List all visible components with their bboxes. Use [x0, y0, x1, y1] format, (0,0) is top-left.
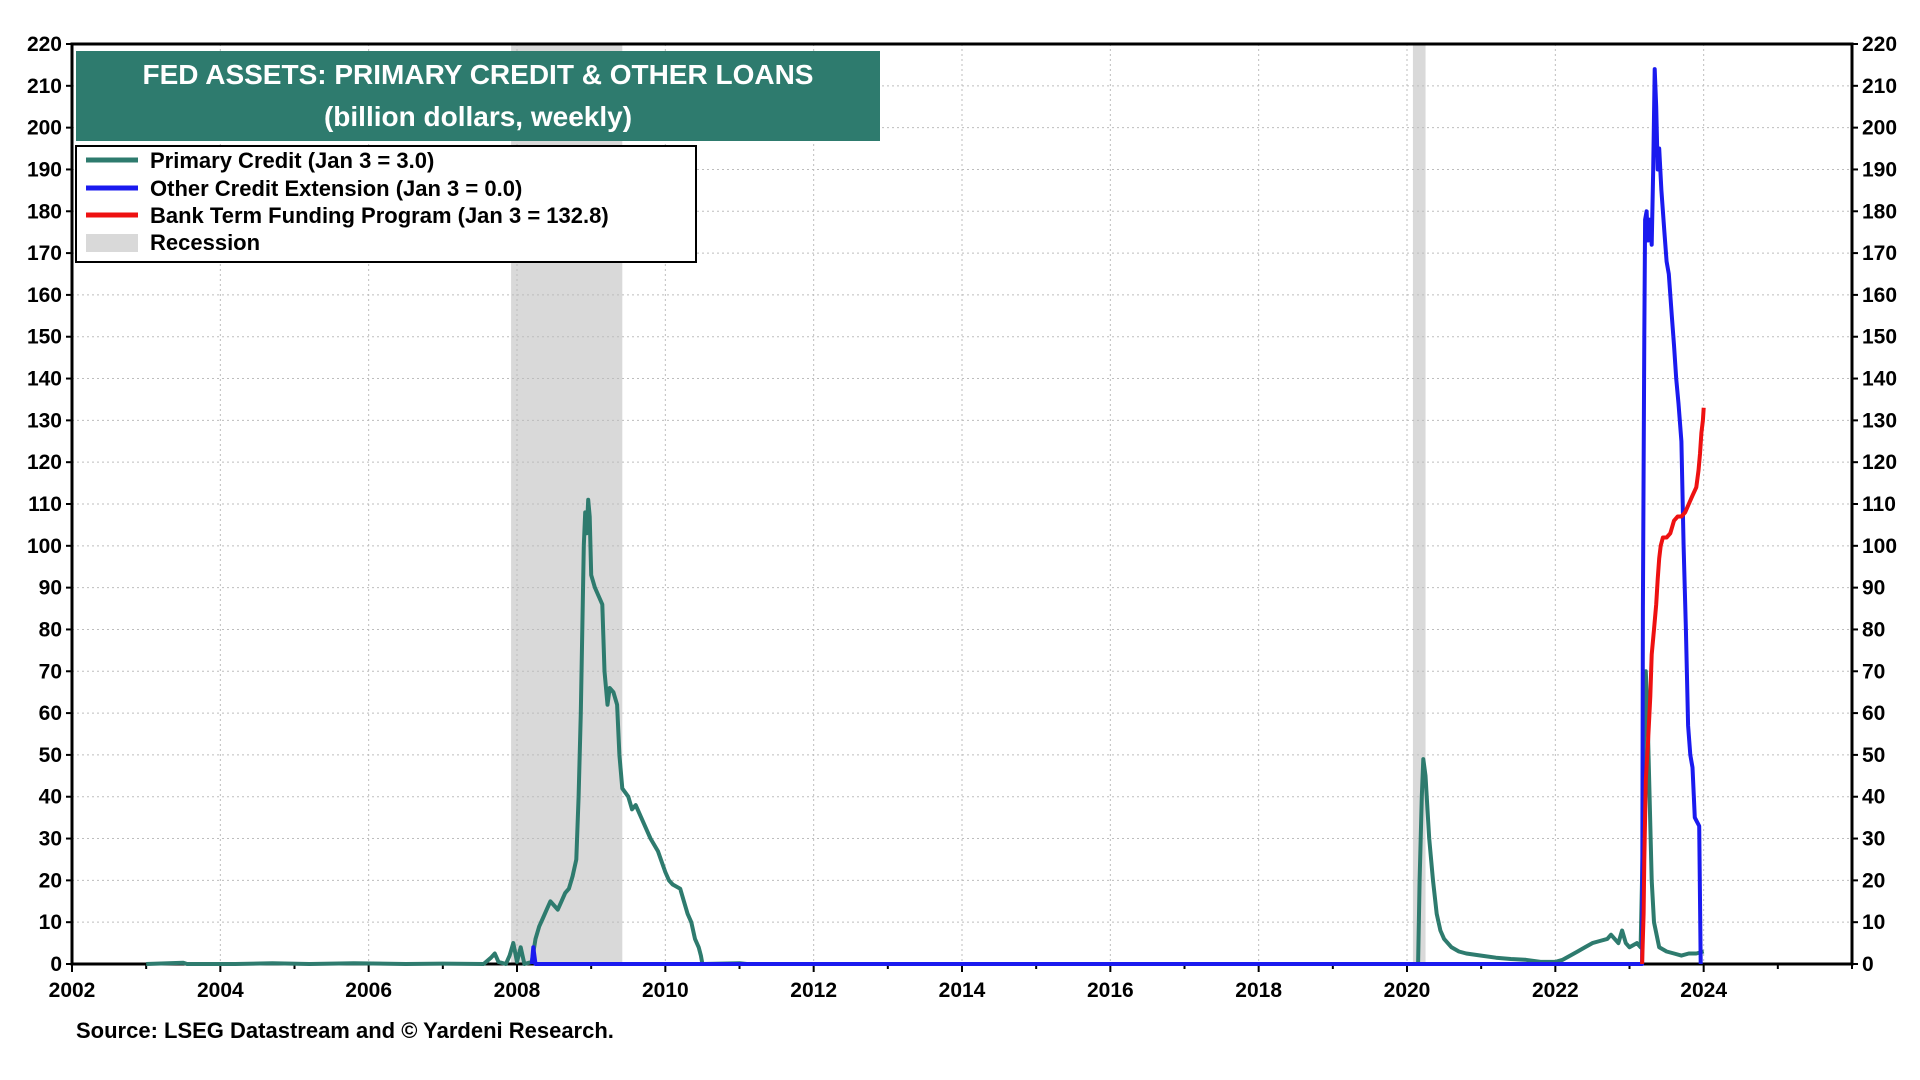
x-tick-label: 2020 — [1384, 979, 1431, 1002]
series-line-other — [529, 67, 1703, 966]
y-tick-label-right: 120 — [1862, 451, 1897, 474]
y-tick-label-left: 220 — [27, 33, 62, 56]
chart-title: FED ASSETS: PRIMARY CREDIT & OTHER LOANS — [142, 59, 813, 90]
y-tick-label-right: 130 — [1862, 409, 1897, 432]
legend: Primary Credit (Jan 3 = 3.0) Other Credi… — [75, 145, 697, 263]
y-tick-label-left: 30 — [39, 828, 62, 851]
y-tick-label-right: 150 — [1862, 326, 1897, 349]
x-tick-label: 2018 — [1235, 979, 1282, 1002]
legend-label-primary: Primary Credit (Jan 3 = 3.0) — [150, 148, 434, 173]
legend-box — [75, 145, 697, 263]
source-note: Source: LSEG Datastream and © Yardeni Re… — [76, 1018, 614, 1043]
y-tick-label-left: 210 — [27, 75, 62, 98]
y-tick-label-left: 200 — [27, 117, 62, 140]
x-tick-label: 2008 — [494, 979, 541, 1002]
y-tick-label-left: 10 — [39, 911, 62, 934]
y-tick-label-right: 70 — [1862, 660, 1885, 683]
y-tick-label-right: 180 — [1862, 200, 1897, 223]
x-tick-label: 2014 — [939, 979, 986, 1002]
y-tick-label-right: 90 — [1862, 577, 1885, 600]
y-tick-label-left: 40 — [39, 786, 62, 809]
y-tick-label-left: 190 — [27, 158, 62, 181]
y-tick-label-right: 140 — [1862, 368, 1897, 391]
y-tick-label-left: 20 — [39, 869, 62, 892]
x-axis-labels: 2002 2004 2006 2008 2010 2012 2014 2016 2018 2020… — [49, 979, 1728, 1002]
y-tick-label-left: 0 — [50, 953, 62, 976]
y-tick-label-left: 50 — [39, 744, 62, 767]
legend-label-other: Other Credit Extension (Jan 3 = 0.0) — [150, 176, 522, 201]
y-tick-label-right: 30 — [1862, 828, 1885, 851]
legend-label-recession: Recession — [150, 230, 260, 255]
x-tick-label: 2016 — [1087, 979, 1134, 1002]
y-tick-label-left: 100 — [27, 535, 62, 558]
y-tick-label-right: 170 — [1862, 242, 1897, 265]
x-tick-label: 2006 — [345, 979, 392, 1002]
y-tick-label-left: 150 — [27, 326, 62, 349]
legend-swatch-recession — [86, 234, 138, 252]
recession-band-2 — [1412, 44, 1426, 964]
y-tick-label-right: 210 — [1862, 75, 1897, 98]
x-tick-label: 2024 — [1680, 979, 1727, 1002]
y-axis-right-labels: 0 10 20 30 40 50 60 70 80 90 100 110 120 130 140 150 160… — [1862, 33, 1897, 976]
x-tick-label: 2004 — [197, 979, 244, 1002]
y-tick-label-left: 170 — [27, 242, 62, 265]
x-tick-label: 2022 — [1532, 979, 1579, 1002]
y-tick-label-left: 70 — [39, 660, 62, 683]
y-tick-label-right: 110 — [1862, 493, 1896, 516]
y-axis-left-labels: 0 10 20 30 40 50 60 70 80 90 100 110 120 130 140 150 160… — [27, 33, 62, 976]
y-tick-label-right: 20 — [1862, 869, 1885, 892]
title-box: FED ASSETS: PRIMARY CREDIT & OTHER LOANS… — [76, 51, 880, 141]
y-tick-label-left: 110 — [28, 493, 62, 516]
x-tick-label: 2002 — [49, 979, 96, 1002]
y-tick-label-left: 160 — [27, 284, 62, 307]
y-tick-label-right: 60 — [1862, 702, 1885, 725]
y-tick-label-right: 160 — [1862, 284, 1897, 307]
title-background — [76, 51, 880, 141]
y-tick-label-left: 120 — [27, 451, 62, 474]
y-tick-label-right: 40 — [1862, 786, 1885, 809]
x-tick-label: 2012 — [790, 979, 837, 1002]
y-tick-label-right: 100 — [1862, 535, 1897, 558]
y-tick-label-left: 80 — [39, 618, 62, 641]
chart-subtitle: (billion dollars, weekly) — [324, 101, 632, 132]
x-tick-label: 2010 — [642, 979, 689, 1002]
y-tick-label-right: 80 — [1862, 618, 1885, 641]
y-tick-label-left: 90 — [39, 577, 62, 600]
series-line-btfp — [1640, 407, 1706, 965]
y-tick-label-left: 140 — [27, 368, 62, 391]
y-tick-label-right: 200 — [1862, 117, 1897, 140]
y-tick-label-right: 220 — [1862, 33, 1897, 56]
series-line-primary — [146, 497, 1705, 966]
legend-label-btfp: Bank Term Funding Program (Jan 3 = 132.8… — [150, 203, 609, 228]
y-tick-label-right: 10 — [1862, 911, 1885, 934]
y-tick-label-left: 180 — [27, 200, 62, 223]
y-tick-label-right: 190 — [1862, 158, 1897, 181]
y-tick-label-left: 130 — [27, 409, 62, 432]
series-lines — [146, 67, 1706, 966]
y-tick-label-left: 60 — [39, 702, 62, 725]
y-tick-label-right: 50 — [1862, 744, 1885, 767]
y-tick-label-right: 0 — [1862, 953, 1874, 976]
